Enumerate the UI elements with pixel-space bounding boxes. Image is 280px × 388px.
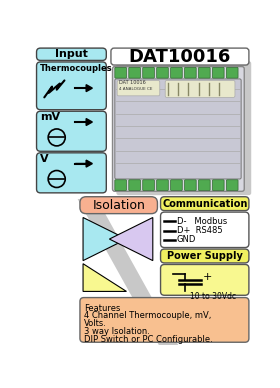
Text: V: V <box>40 154 48 164</box>
FancyBboxPatch shape <box>111 48 249 65</box>
FancyBboxPatch shape <box>115 79 241 179</box>
Text: 10 to 30Vdc: 10 to 30Vdc <box>190 292 236 301</box>
Polygon shape <box>83 264 127 291</box>
FancyBboxPatch shape <box>227 68 238 78</box>
FancyBboxPatch shape <box>160 197 249 211</box>
FancyBboxPatch shape <box>129 180 140 191</box>
FancyBboxPatch shape <box>185 180 196 191</box>
Circle shape <box>48 129 65 146</box>
FancyBboxPatch shape <box>171 180 182 191</box>
FancyBboxPatch shape <box>143 68 154 78</box>
Text: DIP Switch or PC Configurable.: DIP Switch or PC Configurable. <box>84 334 213 343</box>
FancyBboxPatch shape <box>213 180 224 191</box>
FancyBboxPatch shape <box>129 68 140 78</box>
Text: Input: Input <box>55 49 88 59</box>
FancyBboxPatch shape <box>116 61 251 195</box>
FancyBboxPatch shape <box>115 68 127 78</box>
FancyBboxPatch shape <box>227 180 238 191</box>
Circle shape <box>48 171 65 187</box>
Text: Isolation: Isolation <box>92 199 145 212</box>
FancyArrow shape <box>75 160 92 167</box>
FancyArrow shape <box>75 119 92 125</box>
Polygon shape <box>83 218 127 261</box>
FancyBboxPatch shape <box>165 80 235 97</box>
Text: Features: Features <box>84 304 120 313</box>
FancyBboxPatch shape <box>80 197 157 214</box>
Text: Power Supply: Power Supply <box>167 251 243 261</box>
FancyBboxPatch shape <box>199 180 210 191</box>
FancyBboxPatch shape <box>37 48 106 61</box>
FancyBboxPatch shape <box>117 80 160 96</box>
Text: Volts.: Volts. <box>84 319 107 328</box>
FancyBboxPatch shape <box>37 153 106 193</box>
FancyBboxPatch shape <box>37 111 106 151</box>
Text: GND: GND <box>177 236 196 244</box>
FancyBboxPatch shape <box>37 62 106 110</box>
Text: Thermocouples: Thermocouples <box>40 64 112 73</box>
FancyBboxPatch shape <box>113 67 244 191</box>
FancyBboxPatch shape <box>157 180 168 191</box>
Text: DAT 10016: DAT 10016 <box>119 80 145 85</box>
FancyBboxPatch shape <box>160 249 249 263</box>
Text: +: + <box>202 272 212 282</box>
FancyBboxPatch shape <box>115 180 127 191</box>
FancyBboxPatch shape <box>171 68 182 78</box>
Text: 4 Channel Thermocouple, mV,: 4 Channel Thermocouple, mV, <box>84 312 211 320</box>
FancyBboxPatch shape <box>143 180 154 191</box>
FancyBboxPatch shape <box>185 68 196 78</box>
Text: 3 way Isolation.: 3 way Isolation. <box>84 327 150 336</box>
FancyBboxPatch shape <box>157 68 168 78</box>
Text: D-   Modbus: D- Modbus <box>177 217 227 226</box>
Polygon shape <box>109 218 153 261</box>
FancyBboxPatch shape <box>160 265 249 295</box>
FancyBboxPatch shape <box>160 212 249 248</box>
FancyBboxPatch shape <box>199 68 210 78</box>
Polygon shape <box>78 199 178 345</box>
FancyBboxPatch shape <box>80 298 249 342</box>
Text: Communication: Communication <box>162 199 248 209</box>
Text: DAT10016: DAT10016 <box>129 48 231 66</box>
FancyBboxPatch shape <box>213 68 224 78</box>
Text: 4 ANALOGUE CE: 4 ANALOGUE CE <box>119 87 152 92</box>
FancyArrow shape <box>75 85 92 92</box>
Text: D+  RS485: D+ RS485 <box>177 226 222 235</box>
Text: mV: mV <box>40 113 60 122</box>
